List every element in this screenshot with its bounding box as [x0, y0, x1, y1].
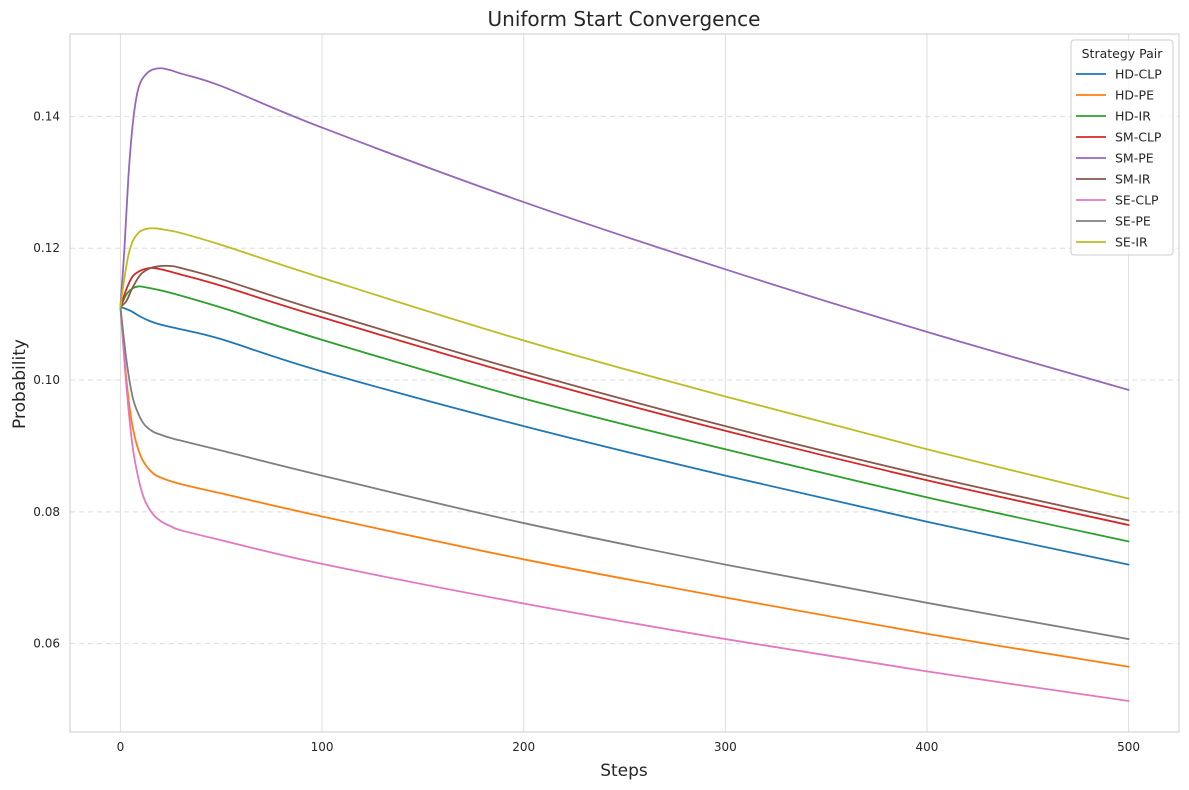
- legend-label-se-clp: SE-CLP: [1115, 193, 1159, 208]
- series-line-hd-clp: [119, 305, 1130, 566]
- legend-title: Strategy Pair: [1082, 46, 1164, 61]
- legend-label-sm-ir: SM-IR: [1115, 172, 1151, 187]
- y-tick-label: 0.10: [33, 373, 60, 387]
- x-tick-label: 400: [916, 740, 939, 754]
- x-tick-label: 300: [714, 740, 737, 754]
- legend-label-se-pe: SE-PE: [1115, 214, 1151, 229]
- y-tick-label: 0.06: [33, 637, 60, 651]
- x-axis-label: Steps: [600, 761, 648, 781]
- legend: Strategy Pair HD-CLP HD-PE HD-IR SM-CLP SM-P…: [1070, 39, 1174, 256]
- legend-label-hd-ir: HD-IR: [1115, 109, 1151, 124]
- legend-label-hd-clp: HD-CLP: [1115, 67, 1162, 82]
- legend-label-sm-clp: SM-CLP: [1115, 130, 1162, 145]
- x-tick-label: 200: [512, 740, 535, 754]
- chart-title: Uniform Start Convergence: [488, 7, 761, 31]
- series-line-sm-clp: [119, 267, 1130, 526]
- legend-label-hd-pe: HD-PE: [1115, 88, 1154, 103]
- series-line-se-pe: [119, 305, 1130, 640]
- series-line-hd-ir: [119, 285, 1130, 543]
- legend-label-sm-pe: SM-PE: [1115, 151, 1154, 166]
- y-tick-label: 0.12: [33, 241, 60, 255]
- y-tick-label: 0.14: [33, 109, 60, 123]
- x-tick-label: 0: [117, 740, 125, 754]
- series-line-se-ir: [119, 227, 1130, 500]
- x-tick-label: 100: [311, 740, 334, 754]
- plot-area-frame: [69, 33, 1180, 733]
- series-line-sm-pe: [119, 67, 1130, 391]
- series-line-se-clp: [119, 305, 1130, 702]
- legend-box: [1070, 39, 1174, 256]
- tick-labels: 0 100 200 300 400 500 0.06 0.08 0.10 0.12 0.14: [33, 109, 1140, 754]
- series-line-hd-pe: [119, 305, 1130, 668]
- legend-label-se-ir: SE-IR: [1115, 235, 1148, 250]
- x-tick-label: 500: [1117, 740, 1140, 754]
- y-axis-label: Probability: [10, 339, 30, 429]
- y-tick-label: 0.08: [33, 505, 60, 519]
- series-line-sm-ir: [119, 264, 1130, 522]
- series-layer: [119, 67, 1130, 702]
